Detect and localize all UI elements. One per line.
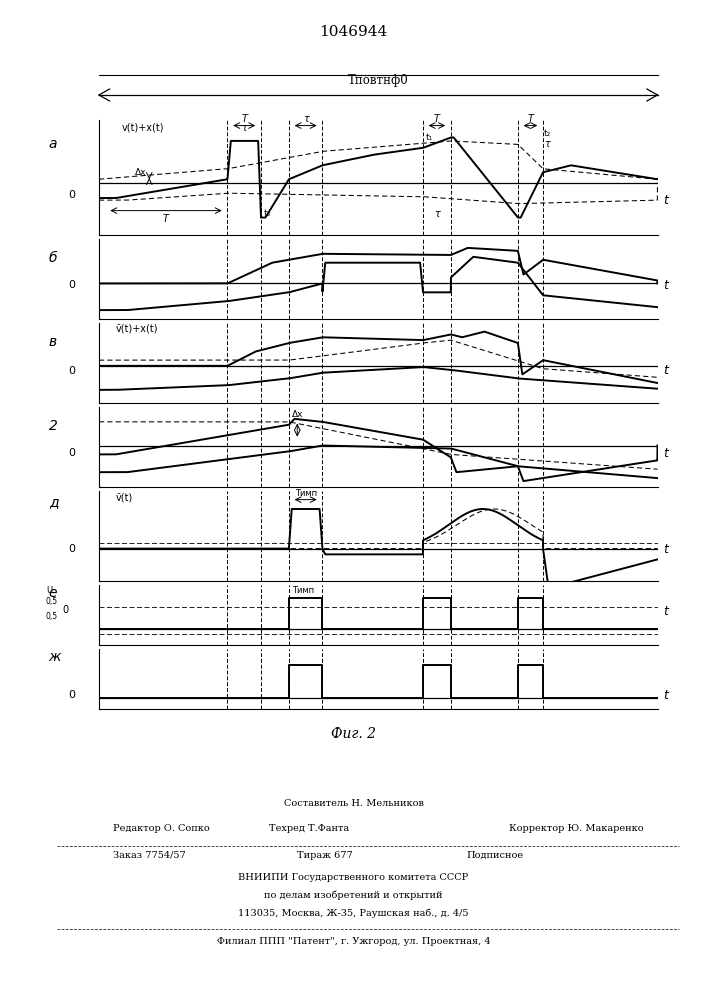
Text: Δx: Δx: [291, 410, 303, 419]
Text: ṽ(t): ṽ(t): [116, 493, 133, 503]
Text: t₁: t₁: [426, 133, 433, 142]
Text: t₂: t₂: [544, 129, 551, 138]
Text: t: t: [663, 689, 668, 702]
Text: τ: τ: [434, 209, 440, 219]
Text: 0: 0: [69, 366, 75, 376]
Text: T: T: [163, 214, 169, 224]
Text: б: б: [49, 251, 57, 265]
Text: Корректор Ю. Макаренко: Корректор Ю. Макаренко: [509, 824, 643, 833]
Text: U: U: [46, 586, 52, 595]
Text: д: д: [49, 495, 59, 509]
Text: ṽ(t)+x(t): ṽ(t)+x(t): [116, 324, 158, 334]
Text: ВНИИПИ Государственного комитета СССР: ВНИИПИ Государственного комитета СССР: [238, 873, 469, 882]
Text: 0: 0: [69, 448, 75, 458]
Text: 0,5: 0,5: [46, 612, 58, 621]
Text: 113035, Москва, Ж-35, Раушская наб., д. 4/5: 113035, Москва, Ж-35, Раушская наб., д. …: [238, 909, 469, 918]
Text: t: t: [663, 605, 668, 618]
Text: Подписное: Подписное: [467, 851, 524, 860]
Text: 2: 2: [49, 419, 57, 433]
Text: Tимп: Tимп: [295, 489, 317, 498]
Text: e: e: [49, 586, 57, 600]
Text: 0,5: 0,5: [46, 597, 58, 606]
Text: t: t: [663, 364, 668, 377]
Text: 0: 0: [69, 544, 75, 554]
Text: v(t)+x(t): v(t)+x(t): [122, 122, 164, 132]
Text: a: a: [49, 137, 57, 151]
Text: Фиг. 2: Фиг. 2: [331, 727, 376, 741]
Text: t: t: [663, 194, 668, 207]
Text: Tповтнф0: Tповтнф0: [348, 74, 409, 87]
Text: t₃: t₃: [264, 209, 271, 218]
Text: T: T: [434, 114, 440, 124]
Text: 0: 0: [63, 605, 69, 615]
Text: τ: τ: [544, 139, 550, 149]
Text: 0: 0: [69, 190, 75, 200]
Text: 0: 0: [69, 280, 75, 290]
Text: τ: τ: [241, 123, 247, 133]
Text: τ: τ: [303, 114, 308, 124]
Text: по делам изобретений и открытий: по делам изобретений и открытий: [264, 891, 443, 900]
Text: Заказ 7754/57: Заказ 7754/57: [113, 851, 186, 860]
Text: Редактор О. Сопко: Редактор О. Сопко: [113, 824, 210, 833]
Text: t: t: [663, 279, 668, 292]
Text: Филиал ППП "Патент", г. Ужгород, ул. Проектная, 4: Филиал ППП "Патент", г. Ужгород, ул. Про…: [216, 937, 491, 946]
Text: Tимп: Tимп: [292, 586, 314, 595]
Text: Составитель Н. Мельников: Составитель Н. Мельников: [284, 799, 423, 808]
Text: Тираж 677: Тираж 677: [297, 851, 353, 860]
Text: T: T: [527, 114, 534, 124]
Text: t: t: [663, 447, 668, 460]
Text: ж: ж: [49, 650, 62, 664]
Text: Δx: Δx: [135, 168, 146, 177]
Text: T: T: [241, 114, 247, 124]
Text: 0: 0: [69, 690, 75, 700]
Text: Техред Т.Фанта: Техред Т.Фанта: [269, 824, 349, 833]
Text: в: в: [49, 335, 57, 349]
Text: t: t: [663, 543, 668, 556]
Text: 1046944: 1046944: [320, 25, 387, 39]
